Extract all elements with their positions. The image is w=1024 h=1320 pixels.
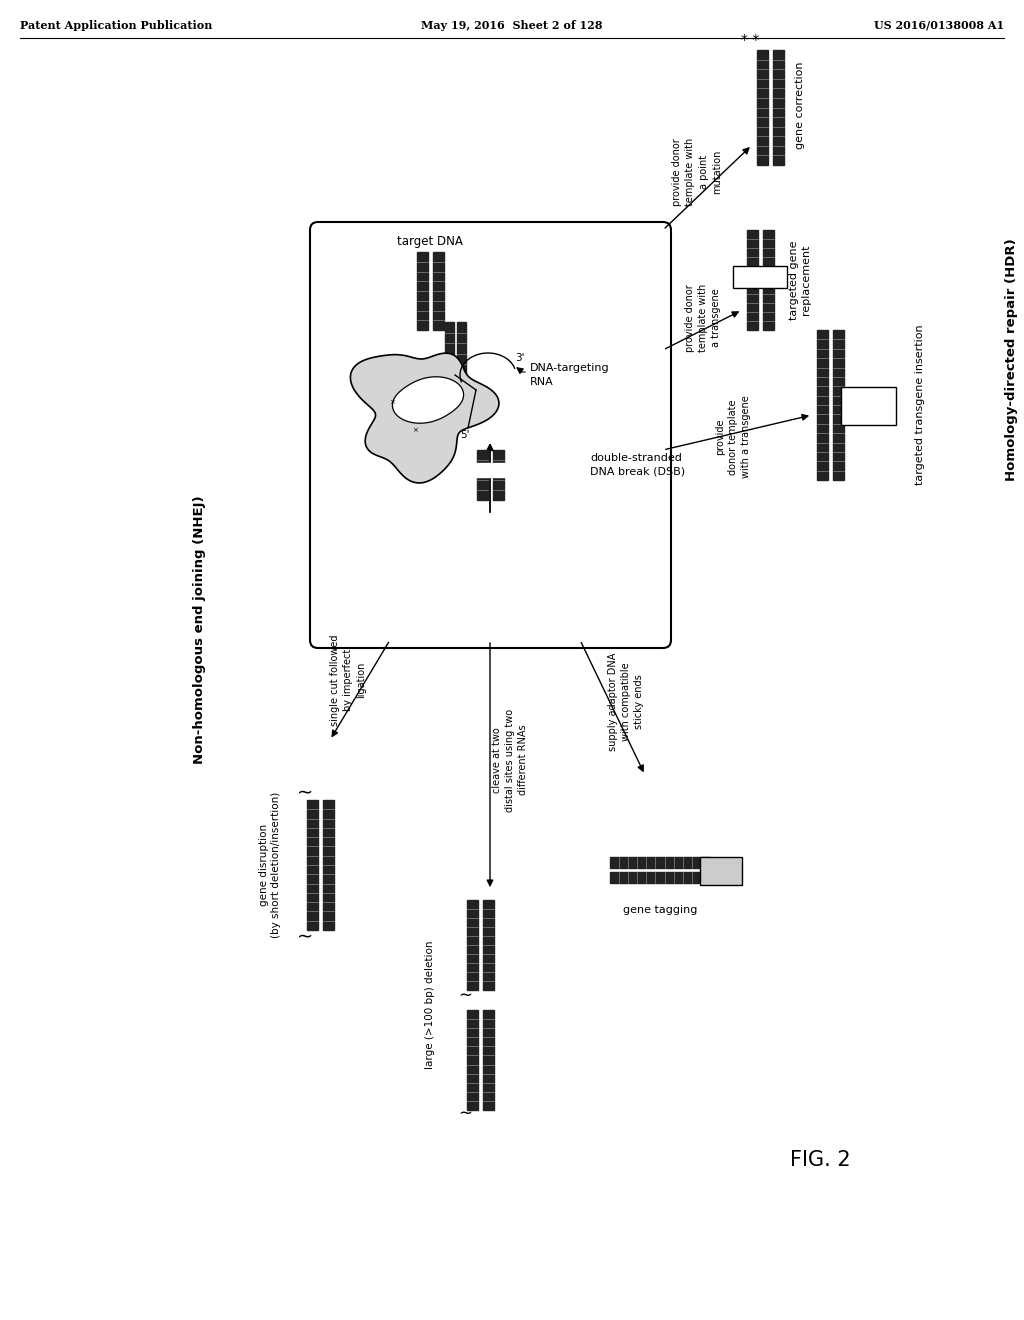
Text: gene correction: gene correction: [795, 61, 805, 149]
Bar: [816, 330, 827, 480]
Bar: [757, 50, 768, 165]
Text: large (>100 bp) deletion: large (>100 bp) deletion: [425, 941, 435, 1069]
Text: $\times$: $\times$: [412, 426, 419, 434]
Text: provide
donor template
with a transgene: provide donor template with a transgene: [715, 396, 752, 478]
Bar: [700, 857, 742, 884]
Bar: [467, 900, 477, 990]
Text: single cut followed
by imperfect
ligation: single cut followed by imperfect ligatio…: [330, 634, 367, 726]
Text: gene tagging: gene tagging: [623, 906, 697, 915]
Text: provide donor
template with
a transgene: provide donor template with a transgene: [685, 284, 721, 352]
Polygon shape: [392, 376, 464, 424]
Text: $\times$: $\times$: [388, 397, 395, 407]
Bar: [772, 50, 783, 165]
Bar: [763, 230, 773, 330]
Text: gene disruption
(by short deletion/insertion): gene disruption (by short deletion/inser…: [259, 792, 282, 939]
Text: targeted gene
replacement: targeted gene replacement: [790, 240, 811, 319]
Text: ∼: ∼: [458, 986, 472, 1005]
FancyBboxPatch shape: [310, 222, 671, 648]
Bar: [733, 267, 787, 288]
Text: cleave at two
distal sites using two
different RNAs: cleave at two distal sites using two dif…: [492, 709, 528, 812]
Text: ∼: ∼: [297, 784, 313, 803]
Text: provide donor
template with
a point
mutation: provide donor template with a point muta…: [672, 137, 722, 206]
Bar: [482, 1010, 494, 1110]
Text: targeted transgene insertion: targeted transgene insertion: [915, 325, 925, 486]
Text: ∼: ∼: [297, 928, 313, 946]
Bar: [417, 252, 427, 330]
Bar: [467, 1010, 477, 1110]
Polygon shape: [350, 354, 499, 483]
Bar: [457, 322, 466, 375]
Text: Non-homologous end joining (NHEJ): Non-homologous end joining (NHEJ): [194, 496, 207, 764]
Text: DNA-targeting
RNA: DNA-targeting RNA: [530, 363, 609, 387]
Bar: [444, 322, 454, 375]
Text: 5': 5': [460, 430, 469, 440]
Text: Homology-directed repair (HDR): Homology-directed repair (HDR): [1006, 239, 1019, 482]
Text: double-stranded
DNA break (DSB): double-stranded DNA break (DSB): [590, 453, 685, 477]
Text: US 2016/0138008 A1: US 2016/0138008 A1: [873, 20, 1004, 30]
Bar: [746, 230, 758, 330]
Bar: [493, 450, 504, 500]
Text: ∼: ∼: [458, 1104, 472, 1122]
Text: 3': 3': [515, 352, 524, 363]
Bar: [482, 900, 494, 990]
Bar: [833, 330, 844, 480]
Text: FIG. 2: FIG. 2: [790, 1150, 850, 1170]
Bar: [610, 873, 710, 883]
Text: target DNA: target DNA: [397, 235, 463, 248]
Bar: [841, 387, 896, 425]
Bar: [476, 450, 487, 500]
Text: * *: * *: [740, 33, 759, 48]
Bar: [610, 857, 710, 869]
Text: Patent Application Publication: Patent Application Publication: [20, 20, 212, 30]
Bar: [323, 800, 334, 931]
Text: May 19, 2016  Sheet 2 of 128: May 19, 2016 Sheet 2 of 128: [421, 20, 603, 30]
Text: supply adaptor DNA
with compatible
sticky ends: supply adaptor DNA with compatible stick…: [608, 653, 644, 751]
Bar: [432, 252, 443, 330]
Bar: [306, 800, 317, 931]
